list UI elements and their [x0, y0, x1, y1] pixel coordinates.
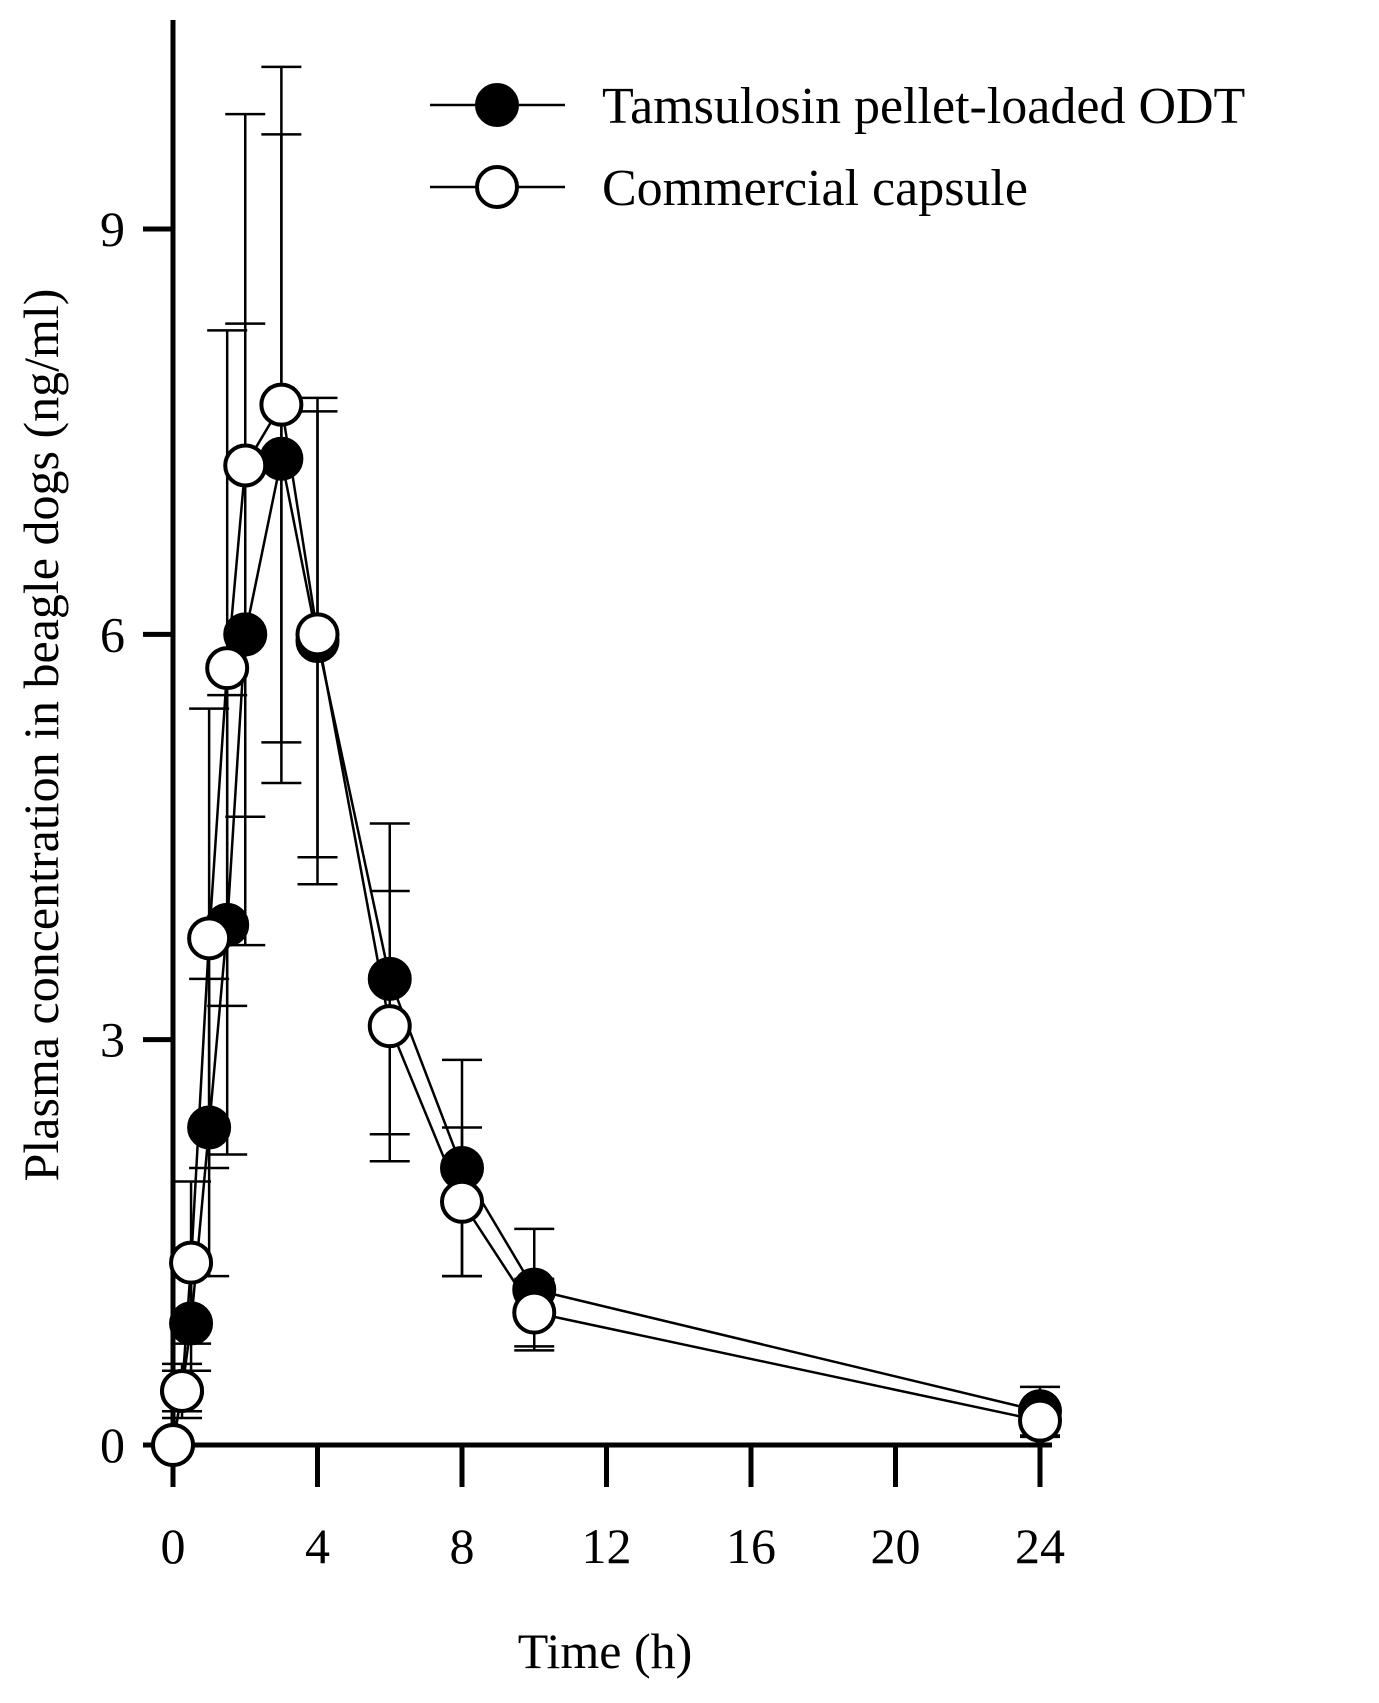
data-point-capsule: [169, 1240, 214, 1285]
axes: 0 3 6 9 0 4 8 12 16 20 24: [100, 20, 1065, 1574]
data-point-capsule: [295, 612, 340, 657]
y-tick-label: 0: [100, 1417, 125, 1473]
y-tick-label: 9: [100, 201, 125, 257]
x-tick-label: 16: [726, 1518, 776, 1574]
x-tick-label: 24: [1015, 1518, 1065, 1574]
data-point-odt: [259, 436, 304, 481]
data-point-capsule: [440, 1179, 484, 1224]
data-point-odt: [223, 612, 268, 657]
data-point-capsule: [367, 1004, 412, 1049]
x-tick-label: 8: [450, 1518, 475, 1574]
data-point-odt: [169, 1301, 214, 1346]
series-markers: [151, 382, 1062, 1467]
data-point-odt: [367, 956, 412, 1001]
legend-label: Commercial capsule: [602, 160, 1028, 217]
series-line-capsule: [171, 400, 1041, 1446]
legend: Tamsulosin pellet-loaded ODT Commercial c…: [430, 78, 1245, 217]
y-axis-title: Plasma concentration in beagle dogs (ng/…: [13, 289, 69, 1182]
legend-open-circle-icon: [475, 165, 519, 209]
data-point-capsule: [512, 1290, 557, 1335]
x-tick-label: 4: [305, 1518, 330, 1574]
data-point-capsule: [187, 916, 232, 961]
error-bars: [162, 65, 1060, 1439]
data-point-odt: [187, 1105, 232, 1150]
x-tick-label: 12: [582, 1518, 632, 1574]
data-point-capsule: [160, 1368, 205, 1413]
series-line-odt: [171, 458, 1041, 1446]
data-point-capsule: [1018, 1398, 1062, 1443]
data-point-capsule: [151, 1423, 195, 1467]
data-point-capsule: [259, 382, 304, 427]
x-tick-label: 0: [161, 1518, 186, 1574]
series-lines: [171, 400, 1041, 1446]
legend-filled-circle-icon: [475, 83, 519, 127]
x-tick-label: 20: [871, 1518, 921, 1574]
x-axis-title: Time (h): [518, 1623, 693, 1679]
data-point-capsule: [205, 646, 250, 691]
y-tick-label: 3: [100, 1012, 125, 1068]
data-point-capsule: [223, 443, 268, 488]
y-tick-label: 6: [100, 606, 125, 662]
legend-label: Tamsulosin pellet-loaded ODT: [602, 78, 1245, 135]
